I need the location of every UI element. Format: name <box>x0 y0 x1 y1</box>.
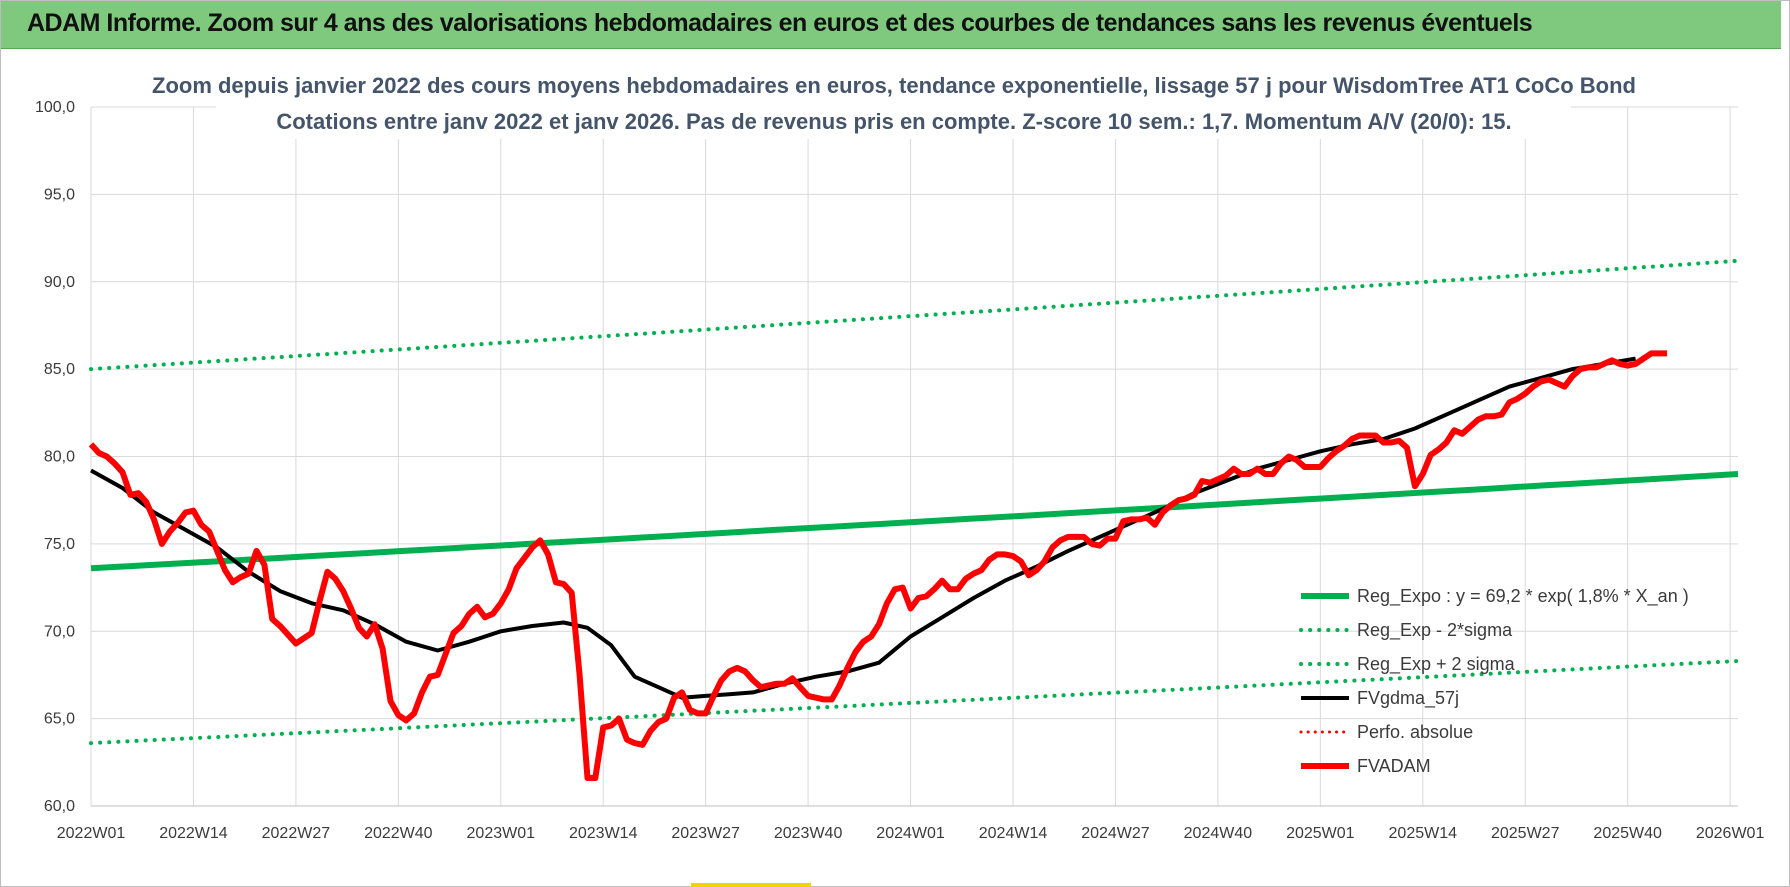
y-tick-label: 85,0 <box>44 361 75 378</box>
legend-label: FVADAM <box>1357 756 1431 776</box>
x-tick-label: 2023W27 <box>671 825 740 842</box>
series-line-2 <box>89 258 1740 372</box>
x-tick-label: 2025W40 <box>1593 825 1662 842</box>
series-layer <box>88 258 1740 781</box>
x-tick-label: 2022W40 <box>364 825 433 842</box>
y-tick-label: 80,0 <box>44 449 75 466</box>
series-line-1 <box>89 659 1740 746</box>
chart-subtitle: Cotations entre janv 2022 et janv 2026. … <box>276 109 1511 134</box>
report-title: ADAM Informe. Zoom sur 4 ans des valoris… <box>27 9 1533 37</box>
series-line-3 <box>90 356 1636 700</box>
x-tick-label: 2023W14 <box>569 825 638 842</box>
x-tick-label: 2025W01 <box>1286 825 1355 842</box>
x-tick-label: 2025W27 <box>1491 825 1560 842</box>
y-tick-label: 100,0 <box>35 99 75 116</box>
y-tick-label: 95,0 <box>44 186 75 203</box>
x-tick-label: 2024W14 <box>979 825 1048 842</box>
legend-label: Perfo. absolue <box>1357 722 1473 742</box>
report-banner: ADAM Informe. Zoom sur 4 ans des valoris… <box>1 1 1781 49</box>
x-tick-label: 2022W01 <box>57 825 126 842</box>
y-tick-label: 70,0 <box>44 623 75 640</box>
y-tick-label: 65,0 <box>44 711 75 728</box>
grid-lines <box>90 106 1738 807</box>
legend-label: FVgdma_57j <box>1357 688 1459 709</box>
x-tick-label: 2023W40 <box>774 825 843 842</box>
y-tick-label: 60,0 <box>44 798 75 815</box>
x-tick-label: 2025W14 <box>1389 825 1458 842</box>
legend-label: Reg_Exp - 2*sigma <box>1357 620 1513 641</box>
x-tick-label: 2022W27 <box>262 825 331 842</box>
x-tick-label: 2024W27 <box>1081 825 1150 842</box>
chart-legend: Reg_Expo : y = 69,2 * exp( 1,8% * X_an )… <box>1299 586 1689 776</box>
y-tick-label: 75,0 <box>44 536 75 553</box>
x-tick-label: 2024W40 <box>1184 825 1253 842</box>
x-tick-label: 2022W14 <box>159 825 228 842</box>
x-tick-label: 2026W01 <box>1696 825 1765 842</box>
axis-labels: 100,0 95,0 90,0 85,0 80,0 75,0 70,0 65,0 60,0 202… <box>35 99 1765 842</box>
series-line-5 <box>88 350 1668 781</box>
y-tick-label: 90,0 <box>44 274 75 291</box>
chart-title: Zoom depuis janvier 2022 des cours moyen… <box>152 73 1636 98</box>
bottom-accent <box>691 883 811 887</box>
series-line-0 <box>90 471 1739 572</box>
x-tick-label: 2023W01 <box>467 825 536 842</box>
legend-label: Reg_Exp + 2 sigma <box>1357 654 1516 675</box>
legend-label: Reg_Expo : y = 69,2 * exp( 1,8% * X_an ) <box>1357 586 1689 607</box>
x-tick-label: 2024W01 <box>876 825 945 842</box>
title-backdrop <box>216 67 1571 139</box>
